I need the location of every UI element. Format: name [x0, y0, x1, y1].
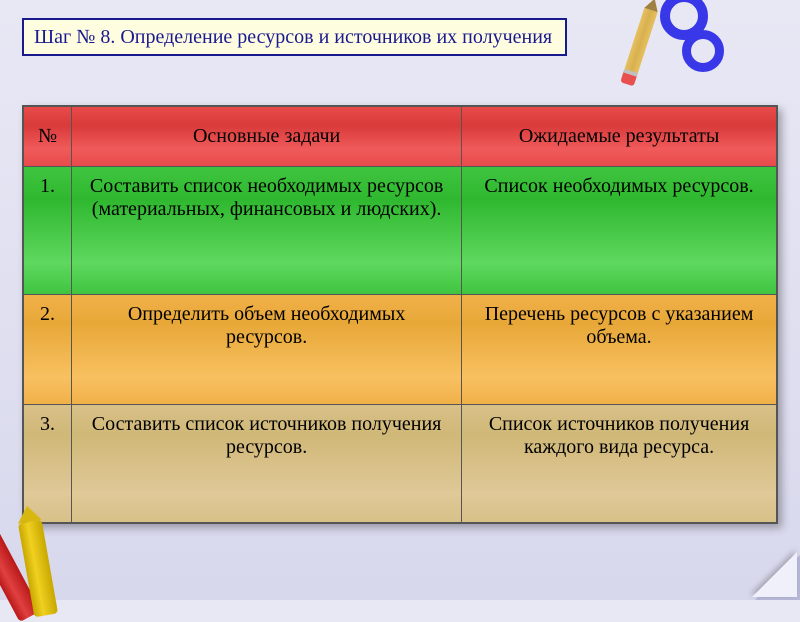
- table-row: 3. Составить список источников получения…: [24, 405, 777, 523]
- table-row: 2. Определить объем необходимых ресурсов…: [24, 295, 777, 405]
- tasks-table: № Основные задачи Ожидаемые результаты 1…: [23, 106, 777, 523]
- cell-num: 1.: [24, 167, 72, 295]
- cell-result: Список необходимых ресурсов.: [462, 167, 777, 295]
- step-title-text: Шаг № 8. Определение ресурсов и источник…: [34, 26, 552, 49]
- step-title-box: Шаг № 8. Определение ресурсов и источник…: [22, 18, 567, 56]
- table-header-row: № Основные задачи Ожидаемые результаты: [24, 107, 777, 167]
- pencil-spiral-icon: [642, 0, 732, 87]
- page-corner-fold-icon: [755, 555, 800, 600]
- cell-task: Составить список необходимых ресурсов (м…: [72, 167, 462, 295]
- cell-task: Определить объем необходимых ресурсов.: [72, 295, 462, 405]
- cell-result: Список источников получения каждого вида…: [462, 405, 777, 523]
- table-row: 1. Составить список необходимых ресурсов…: [24, 167, 777, 295]
- crayons-icon: [0, 490, 92, 610]
- header-tasks: Основные задачи: [72, 107, 462, 167]
- header-results: Ожидаемые результаты: [462, 107, 777, 167]
- cell-result: Перечень ресурсов с указанием объема.: [462, 295, 777, 405]
- cell-num: 2.: [24, 295, 72, 405]
- header-num: №: [24, 107, 72, 167]
- cell-task: Составить список источников получения ре…: [72, 405, 462, 523]
- tasks-table-container: № Основные задачи Ожидаемые результаты 1…: [22, 105, 778, 524]
